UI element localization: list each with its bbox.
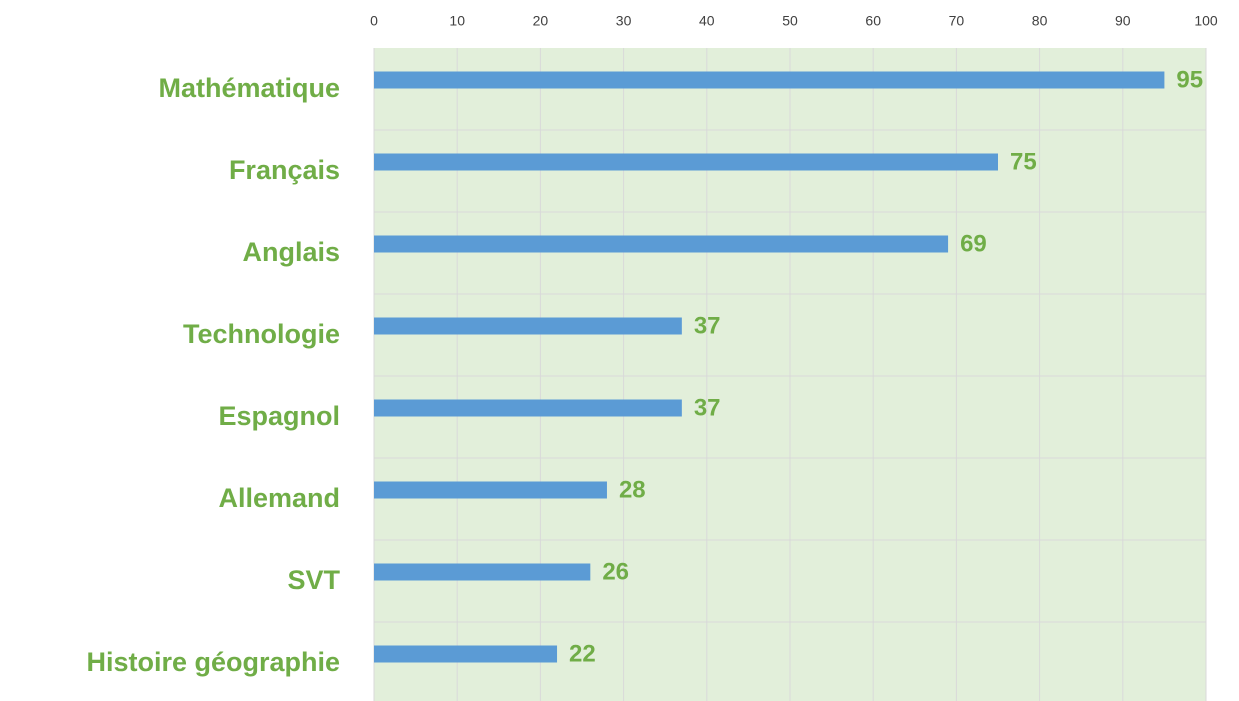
x-tick-label: 60 [865,13,881,29]
x-tick-label: 20 [533,13,549,29]
x-tick-label: 90 [1115,13,1131,29]
value-label: 75 [1010,148,1037,175]
bar [374,235,949,253]
bar [374,71,1165,89]
y-tick-label: Histoire géographie [86,647,340,677]
x-tick-label: 10 [449,13,465,29]
y-tick-label: Espagnol [218,401,340,431]
y-tick-label: Allemand [218,483,340,513]
x-tick-label: 100 [1194,13,1218,29]
x-tick-label: 80 [1032,13,1048,29]
value-label: 37 [694,394,721,421]
bar [374,317,682,335]
x-tick-label: 30 [616,13,632,29]
x-tick-label: 50 [782,13,798,29]
value-label: 95 [1176,66,1203,93]
x-tick-label: 70 [949,13,965,29]
y-tick-label: Technologie [183,319,340,349]
y-tick-label: Mathématique [158,73,340,103]
bar [374,645,558,663]
bar [374,399,682,417]
x-tick-label: 0 [370,13,378,29]
y-tick-label: Anglais [242,237,340,267]
bar [374,563,591,581]
value-label: 69 [960,230,987,257]
y-tick-label: SVT [287,565,340,595]
value-label: 28 [619,476,646,503]
value-label: 37 [694,312,721,339]
value-label: 22 [569,640,596,667]
x-tick-label: 40 [699,13,715,29]
value-label: 26 [602,558,629,585]
bar [374,481,607,499]
bar [374,153,998,171]
y-tick-label: Français [229,155,340,185]
